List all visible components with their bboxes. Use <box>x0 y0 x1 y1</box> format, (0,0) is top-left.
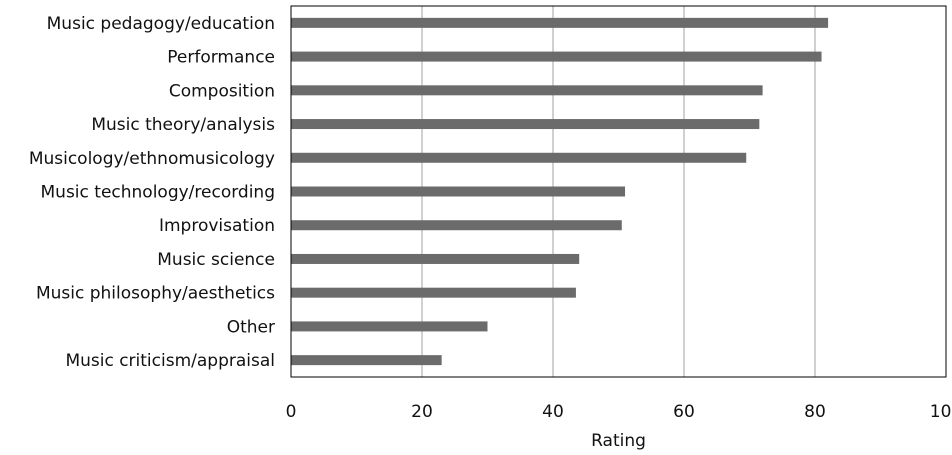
bar <box>291 287 576 298</box>
bar <box>291 119 760 130</box>
category-label: Music pedagogy/education <box>47 14 275 34</box>
category-label: Music philosophy/aesthetics <box>36 284 275 304</box>
x-tick-labels: 0 20 40 60 80 100 <box>286 402 952 422</box>
x-tick-label: 40 <box>542 402 564 422</box>
category-label: Composition <box>169 81 275 101</box>
bars <box>291 17 829 366</box>
category-label: Music technology/recording <box>41 183 276 203</box>
category-labels: Music pedagogy/education Performance Compo… <box>29 14 275 371</box>
bar <box>291 253 580 264</box>
x-tick-label: 0 <box>286 402 297 422</box>
bar <box>291 220 622 231</box>
x-tick-label: 100 <box>930 402 952 422</box>
category-label: Music science <box>157 250 275 270</box>
x-tick-label: 80 <box>804 402 826 422</box>
x-axis-title: Rating <box>591 431 646 451</box>
bar <box>291 321 488 332</box>
bar <box>291 355 442 366</box>
bar <box>291 152 747 163</box>
category-label: Other <box>227 317 275 337</box>
bar <box>291 186 626 197</box>
category-label: Performance <box>167 48 275 68</box>
category-label: Improvisation <box>159 216 275 236</box>
category-label: Musicology/ethnomusicology <box>29 149 275 169</box>
plot-frame <box>290 5 947 378</box>
bar <box>291 51 822 62</box>
category-label: Music theory/analysis <box>91 115 275 135</box>
category-label: Music criticism/appraisal <box>65 351 275 371</box>
bar <box>291 85 763 96</box>
x-tick-label: 60 <box>673 402 695 422</box>
x-tick-label: 20 <box>411 402 433 422</box>
bar <box>291 17 829 28</box>
